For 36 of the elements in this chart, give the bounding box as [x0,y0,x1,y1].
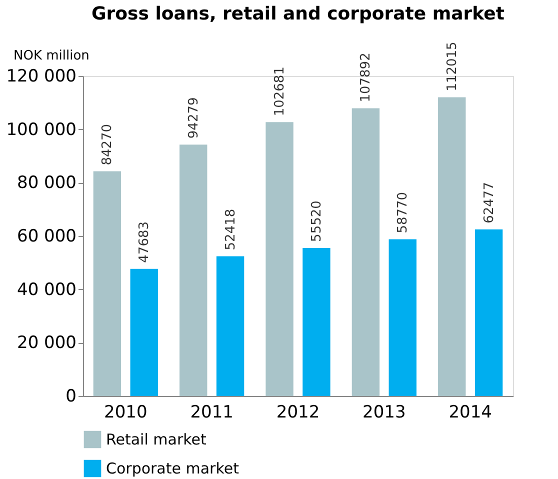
bar [302,248,330,396]
x-tick-label: 2011 [190,402,234,422]
x-tick-label: 2012 [276,402,320,422]
legend-label: Corporate market [106,460,240,478]
y-tick-label: 20 000 [17,333,76,354]
bar [216,256,244,396]
bar [93,171,122,396]
bar [130,268,158,396]
y-tick-label: 60 000 [17,226,76,246]
y-tick-label: 80 000 [17,173,76,194]
y-tick-label: 40 000 [17,280,76,300]
data-label: 107892 [358,52,374,102]
bar [474,229,503,396]
data-label: 94279 [186,97,202,139]
x-tick-label: 2010 [104,402,148,422]
chart-title: Gross loans, retail and corporate market [92,4,505,25]
data-label: 84270 [100,124,116,166]
x-tick-label: 2014 [448,402,492,422]
x-tick-label: 2013 [362,402,406,422]
data-label: 58770 [396,192,411,234]
bar [438,97,466,396]
y-axis-title: NOK million [14,48,90,64]
data-label: 112015 [444,42,460,92]
y-tick-label: 120 000 [6,66,76,86]
data-label: 52418 [223,208,238,250]
bar [352,108,380,396]
data-label: 47683 [137,221,152,263]
bar [180,144,208,396]
y-tick-label: 100 000 [6,120,76,140]
bar [266,122,294,396]
data-label: 102681 [272,66,288,116]
data-label: 55520 [309,200,324,242]
bar [388,239,416,396]
legend-label: Retail market [106,430,207,448]
y-tick-label: 0 [66,386,76,406]
data-label: 62477 [482,182,497,224]
